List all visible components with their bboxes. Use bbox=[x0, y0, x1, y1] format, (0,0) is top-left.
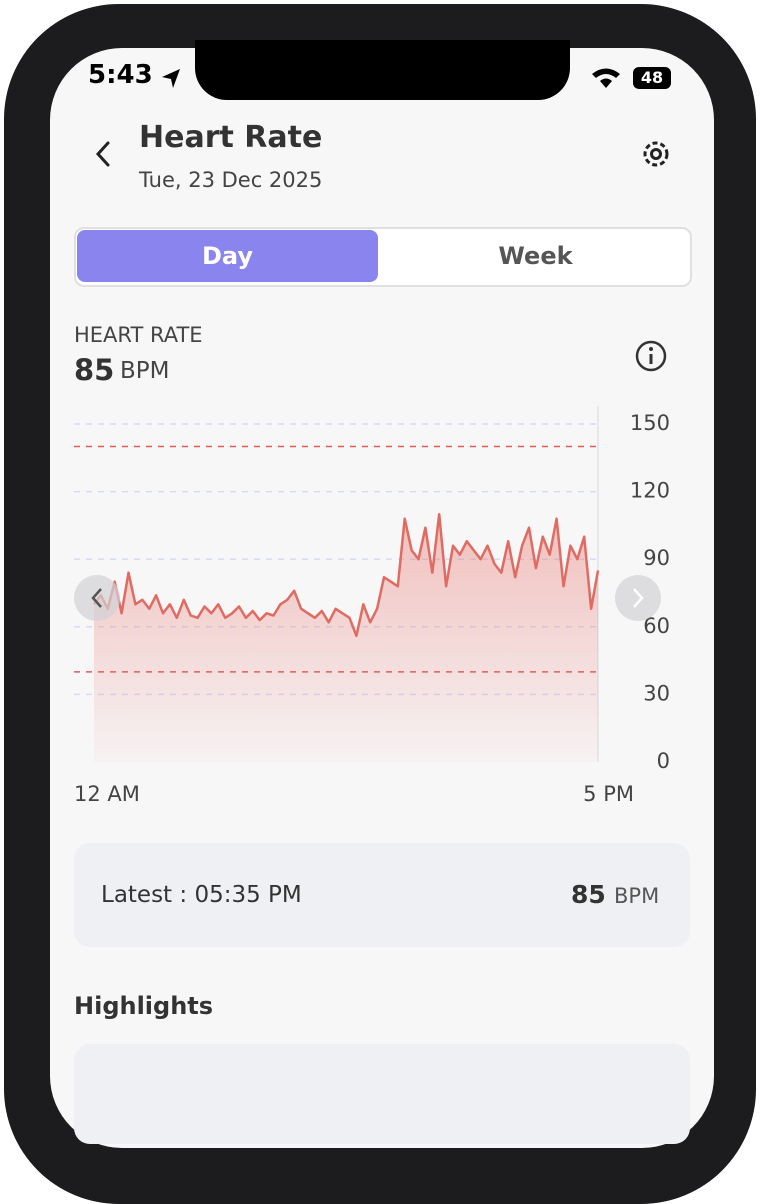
card-value: 85 bbox=[74, 353, 115, 387]
status-time: 5:43 bbox=[88, 60, 153, 90]
settings-button[interactable] bbox=[638, 136, 674, 172]
nav-prev[interactable] bbox=[74, 575, 120, 621]
x-tick-label: 5 PM bbox=[583, 782, 634, 806]
y-tick-label: 120 bbox=[630, 479, 670, 503]
tab-day[interactable]: Day bbox=[77, 230, 378, 282]
y-tick-label: 0 bbox=[657, 749, 670, 773]
notch bbox=[195, 40, 570, 100]
latest-value: 85 bbox=[571, 880, 606, 909]
title: Heart Rate bbox=[139, 120, 323, 155]
page: 5:43 48 Heart Rate Tue, 23 Dec 2025 Day … bbox=[4, 4, 756, 1204]
y-tick-label: 150 bbox=[630, 411, 670, 435]
battery: 48 bbox=[633, 67, 671, 89]
location-icon bbox=[162, 69, 180, 88]
tab-week[interactable]: Week bbox=[498, 242, 573, 270]
highlights-card bbox=[74, 1044, 690, 1144]
back-button[interactable] bbox=[92, 140, 116, 168]
info-button[interactable] bbox=[634, 339, 668, 373]
y-tick-label: 90 bbox=[643, 546, 670, 570]
card-label: HEART RATE bbox=[74, 323, 203, 347]
latest-card bbox=[74, 843, 690, 947]
date: Tue, 23 Dec 2025 bbox=[139, 168, 323, 192]
wifi-icon bbox=[592, 68, 620, 88]
highlights-title: Highlights bbox=[74, 992, 214, 1020]
latest-label: Latest : 05:35 PM bbox=[101, 882, 302, 908]
area-fill bbox=[94, 514, 598, 762]
card-unit: BPM bbox=[120, 358, 170, 384]
heart-rate-line bbox=[93, 512, 600, 638]
y-tick-label: 30 bbox=[643, 681, 670, 705]
x-tick-label: 12 AM bbox=[74, 782, 140, 806]
nav-next[interactable] bbox=[615, 575, 661, 621]
latest-unit: BPM bbox=[614, 884, 660, 908]
